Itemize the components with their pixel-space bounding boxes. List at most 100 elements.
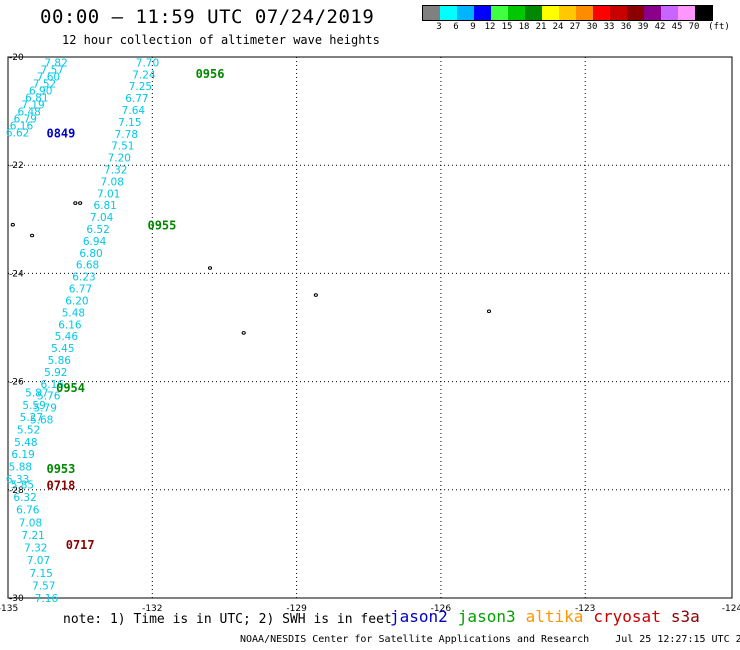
- swh-value: 7.08: [19, 517, 42, 529]
- legend-jason3: jason3: [457, 607, 516, 626]
- axis-ticks: -135 -132 -129 -126 -123 -124 -20 -22 -24 -26 -28 -…: [0, 53, 740, 614]
- x-tick-label: -126: [431, 604, 452, 614]
- swh-value: 6.16: [41, 379, 65, 391]
- colorbar-label: 12: [484, 22, 496, 32]
- swh-value: 6.52: [86, 224, 109, 236]
- colorbar-swatch: [644, 6, 661, 20]
- units-note: note: 1) Time is in UTC; 2) SWH is in fe…: [63, 612, 392, 627]
- footer: NOAA/NESDIS Center for Satellite Applica…: [240, 634, 740, 645]
- track-0849: 7.827.577.607.526.906.817.196.486.796.16…: [6, 57, 75, 140]
- swh-value: 7.24: [132, 69, 156, 81]
- swh-value: 7.15: [118, 117, 141, 129]
- colorbar-label: 42: [654, 22, 666, 32]
- colorbar-swatch: [440, 6, 457, 20]
- swh-value: 6.32: [13, 492, 36, 504]
- y-tick-label: -24: [9, 269, 24, 279]
- altimeter-tracks: 7.707.247.256.777.647.157.787.517.207.32…: [6, 57, 225, 605]
- swh-value: 7.15: [29, 568, 52, 580]
- islands: [10, 201, 492, 335]
- colorbar-label: 39: [637, 22, 649, 32]
- footer-source: NOAA/NESDIS Center for Satellite Applica…: [240, 634, 590, 645]
- swh-value: 7.64: [122, 105, 146, 117]
- legend-jason2: jason2: [390, 607, 448, 626]
- colorbar-swatch: [491, 6, 508, 20]
- colorbar-label: 15: [501, 22, 513, 32]
- colorbar-label: 30: [586, 22, 598, 32]
- swh-value: 6.62: [6, 128, 29, 140]
- x-tick-label: -129: [286, 604, 307, 614]
- colorbar-label: 3: [436, 22, 442, 32]
- swh-value: 5.88: [9, 462, 32, 474]
- track-0953: 5.875.595.275.525.486.195.886.33 0953: [6, 387, 75, 486]
- swh-value: 6.48: [17, 107, 40, 119]
- x-tick-label: -132: [142, 604, 162, 614]
- colorbar-swatch: [678, 6, 695, 20]
- swh-value: 7.57: [32, 580, 55, 592]
- pass-time-label: 0849: [46, 127, 75, 141]
- colorbar-swatch: [627, 6, 644, 20]
- swh-value: 7.16: [35, 593, 59, 605]
- pass-time-label: 0718: [46, 478, 75, 492]
- swh-value: 7.20: [108, 153, 131, 165]
- swh-value: 7.82: [44, 57, 67, 69]
- swh-value: 5.86: [48, 355, 72, 367]
- swh-value: 6.20: [65, 295, 88, 307]
- swh-value: 7.78: [115, 129, 138, 141]
- colorbar-label: 21: [535, 22, 547, 32]
- x-tick-label: -124: [722, 604, 740, 614]
- pass-time-label: 0953: [46, 462, 75, 476]
- swh-value: 5.68: [30, 414, 53, 426]
- x-tick-label: -135: [0, 604, 18, 614]
- swh-value: 6.16: [10, 121, 34, 133]
- swh-value: 6.19: [11, 449, 34, 461]
- graticule: [7, 56, 733, 599]
- swh-value: 7.04: [90, 212, 114, 224]
- pass-time-label: 0717: [66, 538, 95, 552]
- swh-value: 6.77: [69, 284, 92, 296]
- swh-value: 7.52: [33, 79, 56, 91]
- swh-value: 5.52: [17, 425, 40, 437]
- colorbar-swatch: [525, 6, 542, 20]
- map-frame: [7, 56, 733, 599]
- swh-value: 6.76: [16, 505, 40, 517]
- colorbar-swatch: [695, 6, 712, 20]
- pass-time-label: 0954: [56, 381, 85, 395]
- swh-value: 6.81: [93, 200, 116, 212]
- swh-value: 7.21: [21, 530, 44, 542]
- swh-value: 5.59: [22, 400, 45, 412]
- island-outline: [10, 222, 15, 227]
- swh-value: 7.07: [27, 555, 50, 567]
- colorbar-swatch: [661, 6, 678, 20]
- x-tick-label: -123: [575, 604, 595, 614]
- swh-value: 7.70: [136, 57, 159, 69]
- satellite-legend: jason2 jason3 altika cryosat s3a: [390, 607, 710, 626]
- colorbar-label: (ft): [708, 22, 730, 32]
- swh-value: 7.01: [97, 188, 120, 200]
- swh-value: 7.60: [37, 71, 60, 83]
- swh-value: 5.79: [34, 403, 57, 415]
- y-tick-label: -28: [9, 486, 24, 496]
- pass-time-label: 0956: [196, 67, 225, 81]
- swh-value: 5.27: [20, 412, 43, 424]
- island-outline: [78, 201, 83, 205]
- island-outline: [207, 266, 213, 270]
- map-title: 00:00 – 11:59 UTC 07/24/2019: [40, 6, 375, 28]
- swh-value: 5.46: [55, 331, 79, 343]
- colorbar-swatch: [457, 6, 474, 20]
- swh-value: 7.57: [41, 64, 64, 76]
- island-outline: [486, 309, 492, 314]
- colorbar-label: 36: [620, 22, 632, 32]
- y-tick-label: -30: [9, 594, 24, 604]
- swh-value: 5.87: [25, 387, 48, 399]
- swh-value: 7.25: [129, 81, 152, 93]
- colorbar-swatch: [423, 6, 440, 20]
- colorbar-label: 33: [603, 22, 615, 32]
- swh-value: 5.76: [37, 391, 61, 403]
- island-outline: [73, 201, 78, 205]
- swh-value: 6.90: [29, 86, 52, 98]
- swh-value: 6.81: [25, 93, 48, 105]
- swh-value: 5.92: [44, 367, 67, 379]
- colorbar-label: 24: [552, 22, 564, 32]
- colorbar-label: 27: [569, 22, 581, 32]
- island-outline: [29, 233, 35, 238]
